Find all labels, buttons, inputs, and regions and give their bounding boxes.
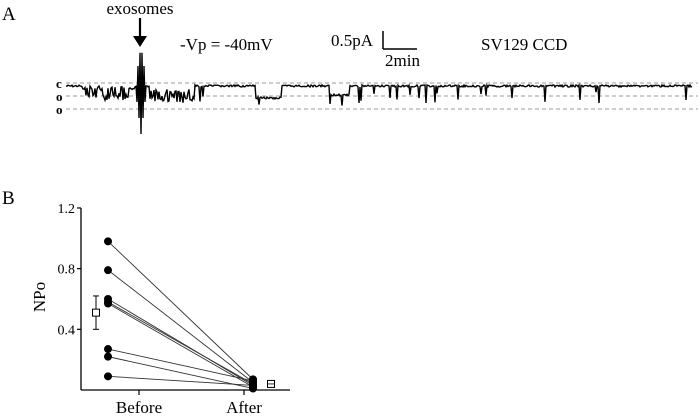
current-trace [65,52,693,135]
condition-label: SV129 CCD [481,35,567,54]
scale-time-label: 2min [385,51,420,70]
after-point [249,381,257,390]
data-points [104,237,257,393]
before-mean-marker [92,308,100,317]
pair-line [107,356,254,389]
y-axis-label: NPo [30,282,49,312]
x-ticks: Before After [116,390,262,417]
x-tick-label: Before [116,398,162,417]
pair-line [107,375,254,386]
state-label-closed: c [56,76,62,91]
paired-lines [107,241,254,389]
before-point [104,299,112,308]
y-tick-label: 1.2 [58,202,76,217]
before-point [104,352,112,361]
pair-line [107,301,254,385]
x-tick-label: After [226,398,262,417]
panel-a-label: A [2,4,16,25]
exosomes-arrow-head [133,36,147,47]
exosomes-label: exosomes [106,0,173,18]
before-point [104,345,112,354]
panel-a: A c o o exosomes -Vp = -40mV 0.5pA 2min … [2,0,698,135]
pair-line [107,298,254,386]
scale-current-label: 0.5pA [331,31,374,50]
state-label-open-1: o [56,89,63,104]
before-point [104,266,112,275]
pair-line [107,269,254,383]
pair-line [107,348,254,382]
y-tick-label: 0.4 [58,323,76,338]
before-point [104,372,112,381]
panel-b-label: B [2,188,15,209]
y-tick-label: 0.8 [58,263,76,278]
state-label-open-2: o [56,102,63,117]
pair-line [107,303,254,388]
mean-markers [92,295,275,388]
panel-b: B NPo 0.4 0.8 1.2 Before After [2,188,290,417]
y-ticks: 0.4 0.8 1.2 [58,202,81,338]
before-point [104,237,112,246]
pair-line [107,241,254,380]
voltage-label: -Vp = -40mV [180,35,273,54]
